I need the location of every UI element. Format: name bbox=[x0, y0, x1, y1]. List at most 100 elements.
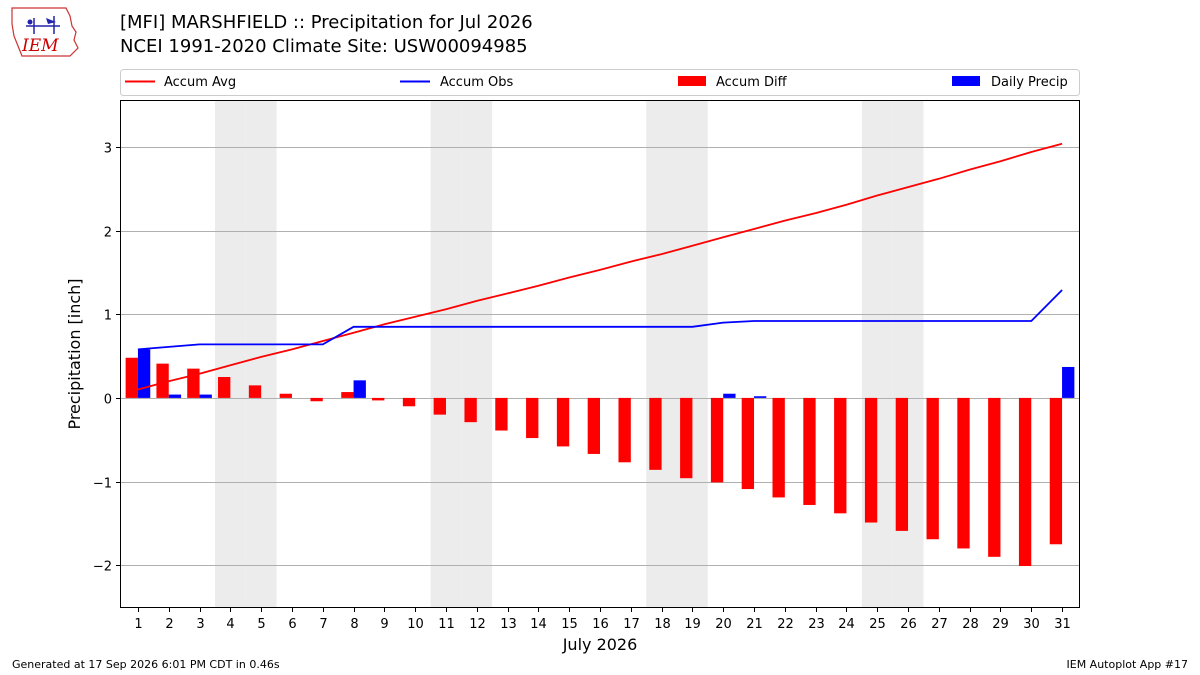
diff-bar-day-17 bbox=[618, 397, 631, 463]
x-tick-label: 12 bbox=[469, 617, 486, 632]
diff-bar-day-22 bbox=[772, 397, 785, 498]
x-tick-label: 31 bbox=[1054, 617, 1071, 632]
diff-bar-day-30 bbox=[1018, 397, 1032, 567]
footer-app: IEM Autoplot App #17 bbox=[1066, 658, 1189, 671]
diff-bar-day-10 bbox=[402, 397, 416, 407]
x-tick-label: 3 bbox=[196, 617, 204, 632]
diff-bar-day-14 bbox=[526, 397, 539, 439]
diff-bar-day-9 bbox=[372, 397, 385, 401]
diff-bar-day-21 bbox=[741, 397, 755, 490]
weekend-shade-19 bbox=[677, 101, 708, 607]
x-tick-label: 19 bbox=[684, 617, 701, 632]
x-tick-label: 24 bbox=[838, 617, 855, 632]
accum-avg-line bbox=[137, 142, 1063, 391]
chart-subtitle: NCEI 1991-2020 Climate Site: USW00094985 bbox=[120, 36, 528, 57]
y-axis-label: Precipitation [inch] bbox=[65, 278, 84, 429]
daily-bar-day-21 bbox=[754, 396, 767, 398]
x-tick-label: 9 bbox=[380, 617, 388, 632]
diff-bar-day-19 bbox=[680, 397, 693, 479]
diff-bar-day-7 bbox=[310, 397, 323, 402]
y-tick-label: −2 bbox=[93, 560, 112, 575]
diff-bar-day-31 bbox=[1049, 397, 1063, 545]
x-tick-label: 11 bbox=[438, 617, 455, 632]
diff-bar-day-18 bbox=[649, 397, 662, 470]
x-tick-label: 1 bbox=[134, 617, 142, 632]
x-tick-label: 13 bbox=[500, 617, 517, 632]
diff-bar-day-1 bbox=[125, 357, 138, 398]
y-tick-label: 1 bbox=[104, 309, 112, 324]
diff-bar-day-11 bbox=[433, 397, 446, 415]
diff-bar-day-28 bbox=[957, 397, 970, 549]
legend-handle-daily-precip bbox=[952, 76, 980, 86]
legend-label-daily-precip: Daily Precip bbox=[991, 75, 1068, 90]
x-tick-label: 6 bbox=[288, 617, 296, 632]
diff-bar-day-25 bbox=[864, 397, 878, 523]
x-tick-label: 20 bbox=[715, 617, 732, 632]
weekend-shade-12 bbox=[461, 101, 493, 607]
weekend-shade-26 bbox=[892, 101, 924, 607]
weekend-shade-18 bbox=[646, 101, 678, 607]
x-tick-label: 4 bbox=[226, 617, 234, 632]
diff-bar-day-24 bbox=[834, 397, 847, 514]
daily-bar-day-3 bbox=[199, 394, 212, 398]
diff-bar-day-26 bbox=[895, 397, 909, 531]
daily-bar-day-20 bbox=[723, 393, 736, 398]
x-tick-label: 17 bbox=[623, 617, 640, 632]
x-tick-label: 8 bbox=[350, 617, 358, 632]
diff-bar-day-23 bbox=[803, 397, 816, 505]
legend-label-accum-avg: Accum Avg bbox=[164, 75, 236, 90]
x-tick-label: 22 bbox=[777, 617, 794, 632]
x-tick-label: 26 bbox=[900, 617, 917, 632]
x-tick-label: 15 bbox=[561, 617, 578, 632]
diff-bar-day-6 bbox=[279, 393, 292, 398]
x-tick-label: 27 bbox=[931, 617, 948, 632]
weekend-shade-4 bbox=[214, 101, 246, 607]
x-tick-label: 21 bbox=[746, 617, 763, 632]
x-tick-label: 5 bbox=[257, 617, 265, 632]
legend-label-accum-diff: Accum Diff bbox=[716, 75, 788, 90]
daily-bar-day-2 bbox=[168, 394, 182, 398]
diff-bar-day-4 bbox=[218, 377, 231, 398]
diff-bar-day-15 bbox=[556, 397, 570, 447]
diff-bar-day-2 bbox=[156, 363, 169, 398]
x-tick-label: 16 bbox=[592, 617, 609, 632]
x-tick-label: 30 bbox=[1023, 617, 1040, 632]
legend: Accum Avg Accum Obs Accum Diff Daily Precip bbox=[120, 69, 1080, 96]
diff-bar-day-8 bbox=[341, 392, 354, 398]
diff-bar-day-13 bbox=[495, 397, 508, 431]
y-tick-label: −1 bbox=[93, 477, 112, 492]
y-tick-label: 3 bbox=[104, 142, 112, 157]
y-tick-label: 0 bbox=[104, 393, 112, 408]
legend-label-accum-obs: Accum Obs bbox=[440, 75, 513, 90]
x-tick-label: 28 bbox=[962, 617, 979, 632]
diff-bar-day-5 bbox=[248, 385, 262, 398]
x-tick-label: 25 bbox=[869, 617, 886, 632]
diff-bar-day-3 bbox=[187, 368, 200, 398]
weekend-shade-11 bbox=[430, 101, 462, 607]
diff-bar-day-27 bbox=[926, 397, 939, 540]
legend-handle-accum-diff bbox=[678, 76, 706, 86]
iem-logo: IEM bbox=[8, 6, 80, 60]
x-tick-label: 14 bbox=[530, 617, 547, 632]
daily-bar-day-1 bbox=[137, 349, 151, 398]
x-tick-label: 23 bbox=[808, 617, 825, 632]
footer-generated: Generated at 17 Sep 2026 6:01 PM CDT in … bbox=[12, 658, 280, 671]
daily-bar-day-31 bbox=[1062, 366, 1075, 398]
chart-title: [MFI] MARSHFIELD :: Precipitation for Ju… bbox=[120, 12, 533, 33]
daily-bar-day-8 bbox=[353, 380, 366, 398]
x-tick-label: 2 bbox=[165, 617, 173, 632]
diff-bar-day-12 bbox=[464, 397, 477, 423]
weekend-shade-25 bbox=[861, 101, 893, 607]
x-axis-label: July 2026 bbox=[562, 635, 638, 654]
diff-bar-day-20 bbox=[710, 397, 724, 483]
x-tick-label: 7 bbox=[319, 617, 327, 632]
x-tick-label: 10 bbox=[407, 617, 424, 632]
y-tick-label: 2 bbox=[104, 226, 112, 241]
accum-obs-line bbox=[137, 289, 1063, 351]
diff-bar-day-16 bbox=[587, 397, 600, 454]
legend-box bbox=[120, 69, 1080, 96]
diff-bar-day-29 bbox=[988, 397, 1001, 557]
x-tick-label: 18 bbox=[654, 617, 671, 632]
x-tick-label: 29 bbox=[992, 617, 1009, 632]
